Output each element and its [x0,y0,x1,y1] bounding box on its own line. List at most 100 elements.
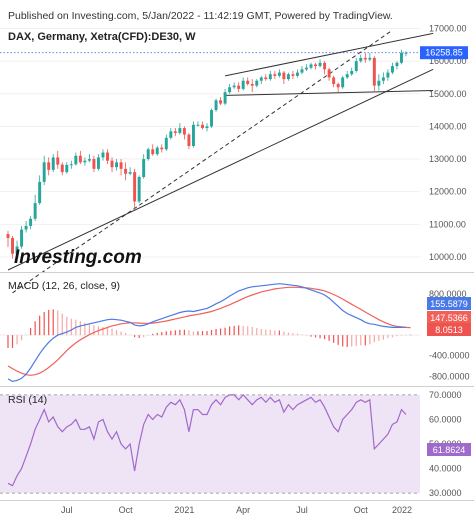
candle-body [210,110,213,127]
price-y-tick: 11000.00 [429,219,466,229]
candle-body [336,84,340,88]
x-tick: Apr [236,505,250,515]
histogram-bar [102,326,104,336]
x-tick: 2022 [392,505,412,515]
histogram-bar [283,331,285,336]
histogram-bar [333,335,335,343]
histogram-bar [256,327,258,336]
rsi-line [7,394,407,487]
candle-body [300,69,304,73]
histogram-bar [48,309,50,336]
candle-body [29,218,33,226]
histogram-bar [66,316,68,336]
histogram-bar [39,315,41,336]
macd-title: MACD (12, 26, close, 9) [8,280,120,292]
trendline [224,32,434,77]
chart-header: Published on Investing.com, 5/Jan/2022 -… [0,0,474,22]
histogram-bar [274,330,276,336]
candle-body [291,74,295,76]
histogram-bar [292,333,294,336]
candle-body [350,70,354,75]
candle-body [115,162,119,168]
candle-body [60,164,64,173]
histogram-bar [219,328,222,336]
histogram-bar [391,335,394,338]
candle-body [56,157,60,165]
histogram-bar [210,330,213,336]
histogram-bar [161,332,163,336]
candle-body [318,62,322,67]
histogram-bar [11,335,14,348]
candle-body [11,238,14,254]
histogram-bar [396,335,398,337]
x-tick: Oct [119,505,134,515]
candle-body [6,234,10,239]
candle-body [33,203,37,219]
candle-body [332,77,336,84]
histogram-bar [355,335,357,346]
candle-body [359,57,363,62]
histogram-bar [238,325,240,336]
signal-value-tag [427,311,471,324]
candle-body [101,152,105,158]
macd-y-tick: -800.0000 [429,371,470,381]
histogram-bar [378,335,380,341]
histogram-bar [124,333,127,336]
price-y-tick: 14000.00 [429,121,467,131]
histogram-bar [296,333,299,336]
histogram-bar [143,335,145,338]
candle-body [341,77,345,88]
investing-logo: Investing.com [14,247,142,268]
candle-body [381,77,385,81]
candle-body [15,246,19,254]
candle-body [164,137,168,150]
histogram-bar [170,330,172,336]
candle-body [377,80,381,86]
candle-body [133,172,137,202]
histogram-bar [360,335,362,346]
candle-body [146,149,150,160]
histogram-bar [197,331,199,336]
candle-body [295,72,299,76]
histogram-bar [328,335,330,341]
x-axis: Jul Oct 2021 Apr Jul Oct 2022 [61,505,412,515]
signal-line [7,286,411,376]
histogram-bar [52,309,54,336]
macd-pane: 800.0000 -400.0000 -800.0000 MACD (12, 26,… [0,280,471,383]
histogram-bar [201,331,204,336]
price-pane: 17000.00 16000.00 15000.00 14000.00 13000.00… [0,22,474,294]
rsi-value-tag [427,443,471,456]
candle-body [24,225,28,230]
histogram-bar [93,325,95,336]
candles [6,49,408,259]
macd-y-tick: 800.0000 [429,289,467,299]
candle-body [286,74,290,80]
histogram-bar [233,325,235,336]
last-price-label: 16258.85 [425,48,463,58]
x-tick: Jul [296,505,308,515]
candle-body [241,80,245,89]
rsi-band [0,394,420,494]
histogram-bar [134,335,136,338]
candle-body [228,87,232,93]
histogram-bar [229,326,231,336]
candle-body [42,162,46,182]
candle-body [187,134,191,146]
histogram-bar [70,318,72,336]
candle-body [69,164,73,166]
candle-body [78,155,82,163]
candle-body [87,159,91,161]
trendline [7,68,434,271]
macd-y-tick: -400.0000 [429,351,470,361]
rsi-y-tick: 30.0000 [429,488,462,498]
candle-body [323,62,327,70]
candle-body [128,172,132,174]
histogram-bar [269,330,271,336]
candle-body [20,229,24,247]
histogram-bar [346,335,348,347]
candle-body [155,147,159,155]
candle-body [124,168,128,174]
candle-body [273,74,277,76]
